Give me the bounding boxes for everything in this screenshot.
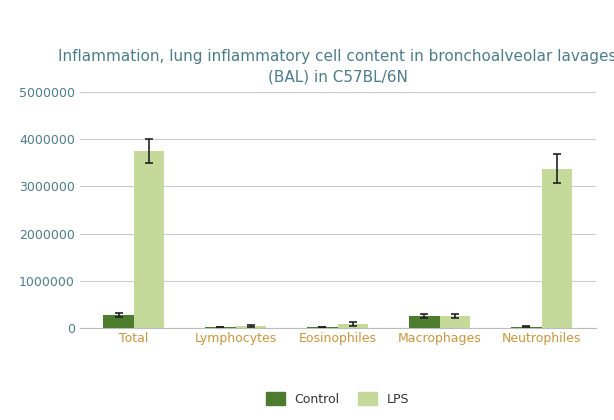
Bar: [511, 327, 542, 328]
Bar: [103, 315, 134, 328]
Bar: [338, 324, 368, 328]
Legend: Control, LPS: Control, LPS: [261, 387, 414, 411]
Bar: [440, 316, 470, 328]
Bar: [134, 151, 165, 328]
Bar: [205, 327, 236, 328]
Bar: [236, 326, 266, 328]
Bar: [409, 316, 440, 328]
Bar: [307, 327, 338, 328]
Bar: [542, 168, 572, 328]
Title: Inflammation, lung inflammatory cell content in bronchoalveolar lavages
(BAL) in: Inflammation, lung inflammatory cell con…: [58, 50, 614, 84]
